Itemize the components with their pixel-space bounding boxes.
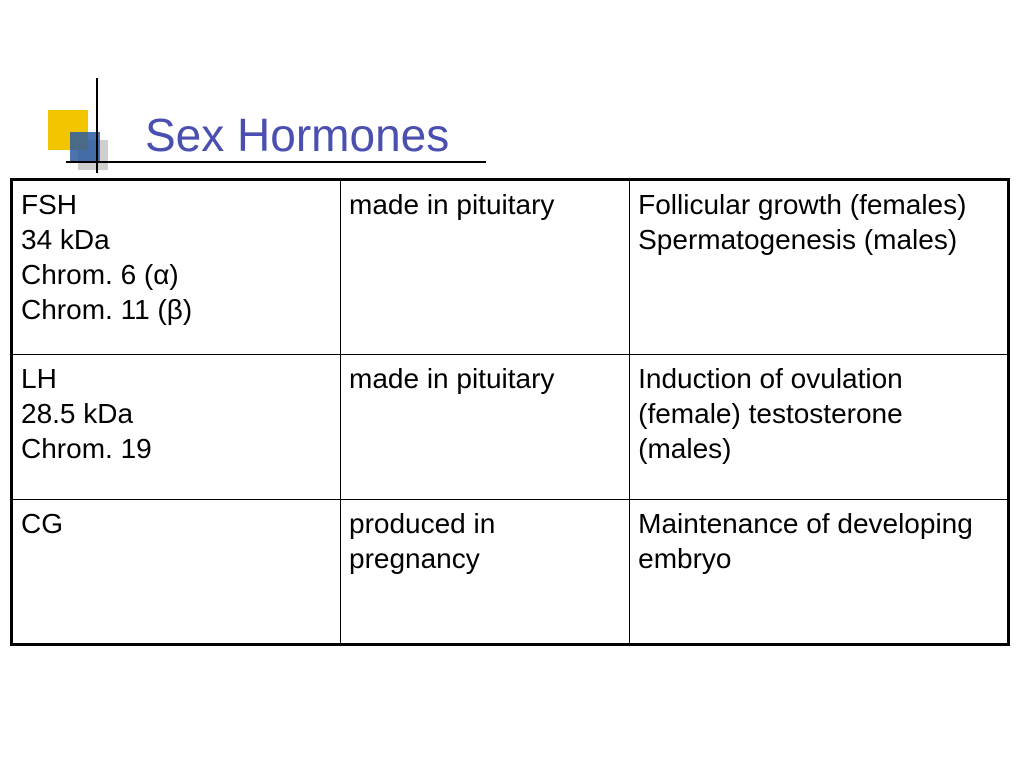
cell-source: made in pituitary <box>341 355 630 500</box>
cell-hormone: CG <box>12 500 341 645</box>
table-row: FSH 34 kDa Chrom. 6 (α) Chrom. 11 (β) ma… <box>12 180 1009 355</box>
decor-line-vertical <box>96 78 98 173</box>
slide: Sex Hormones FSH 34 kDa Chrom. 6 (α) Chr… <box>0 0 1024 768</box>
cell-hormone: FSH 34 kDa Chrom. 6 (α) Chrom. 11 (β) <box>12 180 341 355</box>
cell-hormone: LH 28.5 kDa Chrom. 19 <box>12 355 341 500</box>
table-row: CG produced in pregnancy Maintenance of … <box>12 500 1009 645</box>
table-row: LH 28.5 kDa Chrom. 19 made in pituitary … <box>12 355 1009 500</box>
cell-function: Follicular growth (females) Spermatogene… <box>630 180 1009 355</box>
title-area: Sex Hormones <box>30 108 990 178</box>
cell-function: Maintenance of developing embryo <box>630 500 1009 645</box>
slide-title: Sex Hormones <box>145 108 449 162</box>
cell-source: produced in pregnancy <box>341 500 630 645</box>
cell-function: Induction of ovulation (female) testoste… <box>630 355 1009 500</box>
hormone-table: FSH 34 kDa Chrom. 6 (α) Chrom. 11 (β) ma… <box>10 178 1010 646</box>
cell-source: made in pituitary <box>341 180 630 355</box>
